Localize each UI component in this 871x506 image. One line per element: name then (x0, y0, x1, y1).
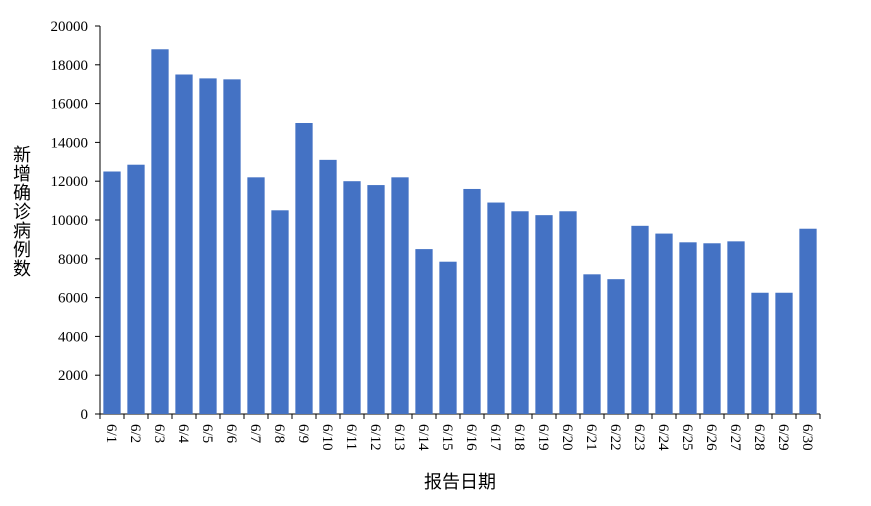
x-tick-label: 6/2 (127, 424, 143, 443)
bar (727, 241, 745, 414)
x-tick-label: 6/3 (151, 424, 167, 443)
x-tick-label: 6/10 (319, 424, 335, 451)
bar (175, 74, 193, 414)
bar (295, 123, 313, 414)
y-tick-label: 20000 (51, 19, 89, 35)
y-tick-label: 6000 (58, 291, 88, 307)
y-tick-label: 0 (81, 407, 89, 423)
x-tick-label: 6/23 (631, 424, 647, 451)
bar (127, 164, 145, 414)
x-tick-label: 6/18 (511, 424, 527, 451)
x-tick-label: 6/15 (439, 424, 455, 451)
bar (415, 249, 433, 414)
bar (439, 261, 457, 414)
x-tick-label: 6/29 (775, 424, 791, 451)
x-tick-label: 6/17 (487, 424, 503, 451)
bar (679, 242, 697, 414)
x-tick-label: 6/4 (175, 424, 191, 444)
x-tick-label: 6/13 (391, 424, 407, 451)
x-tick-label: 6/14 (415, 424, 431, 451)
x-tick-label: 6/1 (103, 424, 119, 443)
x-tick-label: 6/28 (751, 424, 767, 451)
bar (631, 225, 649, 414)
bar (391, 177, 409, 414)
x-tick-label: 6/5 (199, 424, 215, 443)
bar (367, 185, 385, 414)
y-tick-label: 4000 (58, 329, 88, 345)
bar (559, 211, 577, 414)
bar (103, 171, 121, 414)
x-tick-label: 6/12 (367, 424, 383, 451)
bar (511, 211, 529, 414)
bar (655, 233, 673, 414)
x-tick-label: 6/7 (247, 424, 263, 444)
y-tick-label: 16000 (51, 97, 89, 113)
bar (799, 228, 817, 414)
bar (319, 159, 337, 414)
x-tick-label: 6/8 (271, 424, 287, 443)
x-tick-label: 6/20 (559, 424, 575, 451)
x-tick-label: 6/11 (343, 424, 359, 450)
y-tick-label: 8000 (58, 252, 88, 268)
y-axis-label: 新增确诊病例数 (11, 145, 31, 278)
x-tick-label: 6/9 (295, 424, 311, 443)
x-tick-label: 6/24 (655, 424, 671, 451)
x-tick-label: 6/26 (703, 424, 719, 451)
y-tick-label: 14000 (51, 135, 89, 151)
bar (775, 292, 793, 414)
bar (463, 188, 481, 414)
x-tick-label: 6/27 (727, 424, 743, 451)
x-tick-label: 6/21 (583, 424, 599, 451)
y-tick-label: 12000 (51, 174, 89, 190)
bar (535, 215, 553, 414)
x-tick-label: 6/16 (463, 424, 479, 451)
bar (223, 79, 241, 414)
bar (487, 202, 505, 414)
y-tick-label: 18000 (51, 58, 89, 74)
x-tick-label: 6/6 (223, 424, 239, 444)
bar (751, 292, 769, 414)
bar (199, 78, 217, 414)
x-axis-label: 报告日期 (424, 472, 496, 492)
x-tick-label: 6/19 (535, 424, 551, 451)
bar (583, 274, 601, 414)
bar (247, 177, 265, 414)
y-tick-label: 2000 (58, 368, 88, 384)
bar (271, 210, 289, 414)
bar (343, 181, 361, 414)
x-tick-label: 6/22 (607, 424, 623, 451)
y-tick-label: 10000 (51, 213, 89, 229)
x-tick-label: 6/25 (679, 424, 695, 451)
bar (151, 49, 169, 414)
bar (607, 279, 625, 414)
x-tick-label: 6/30 (799, 424, 815, 451)
bar (703, 243, 721, 414)
